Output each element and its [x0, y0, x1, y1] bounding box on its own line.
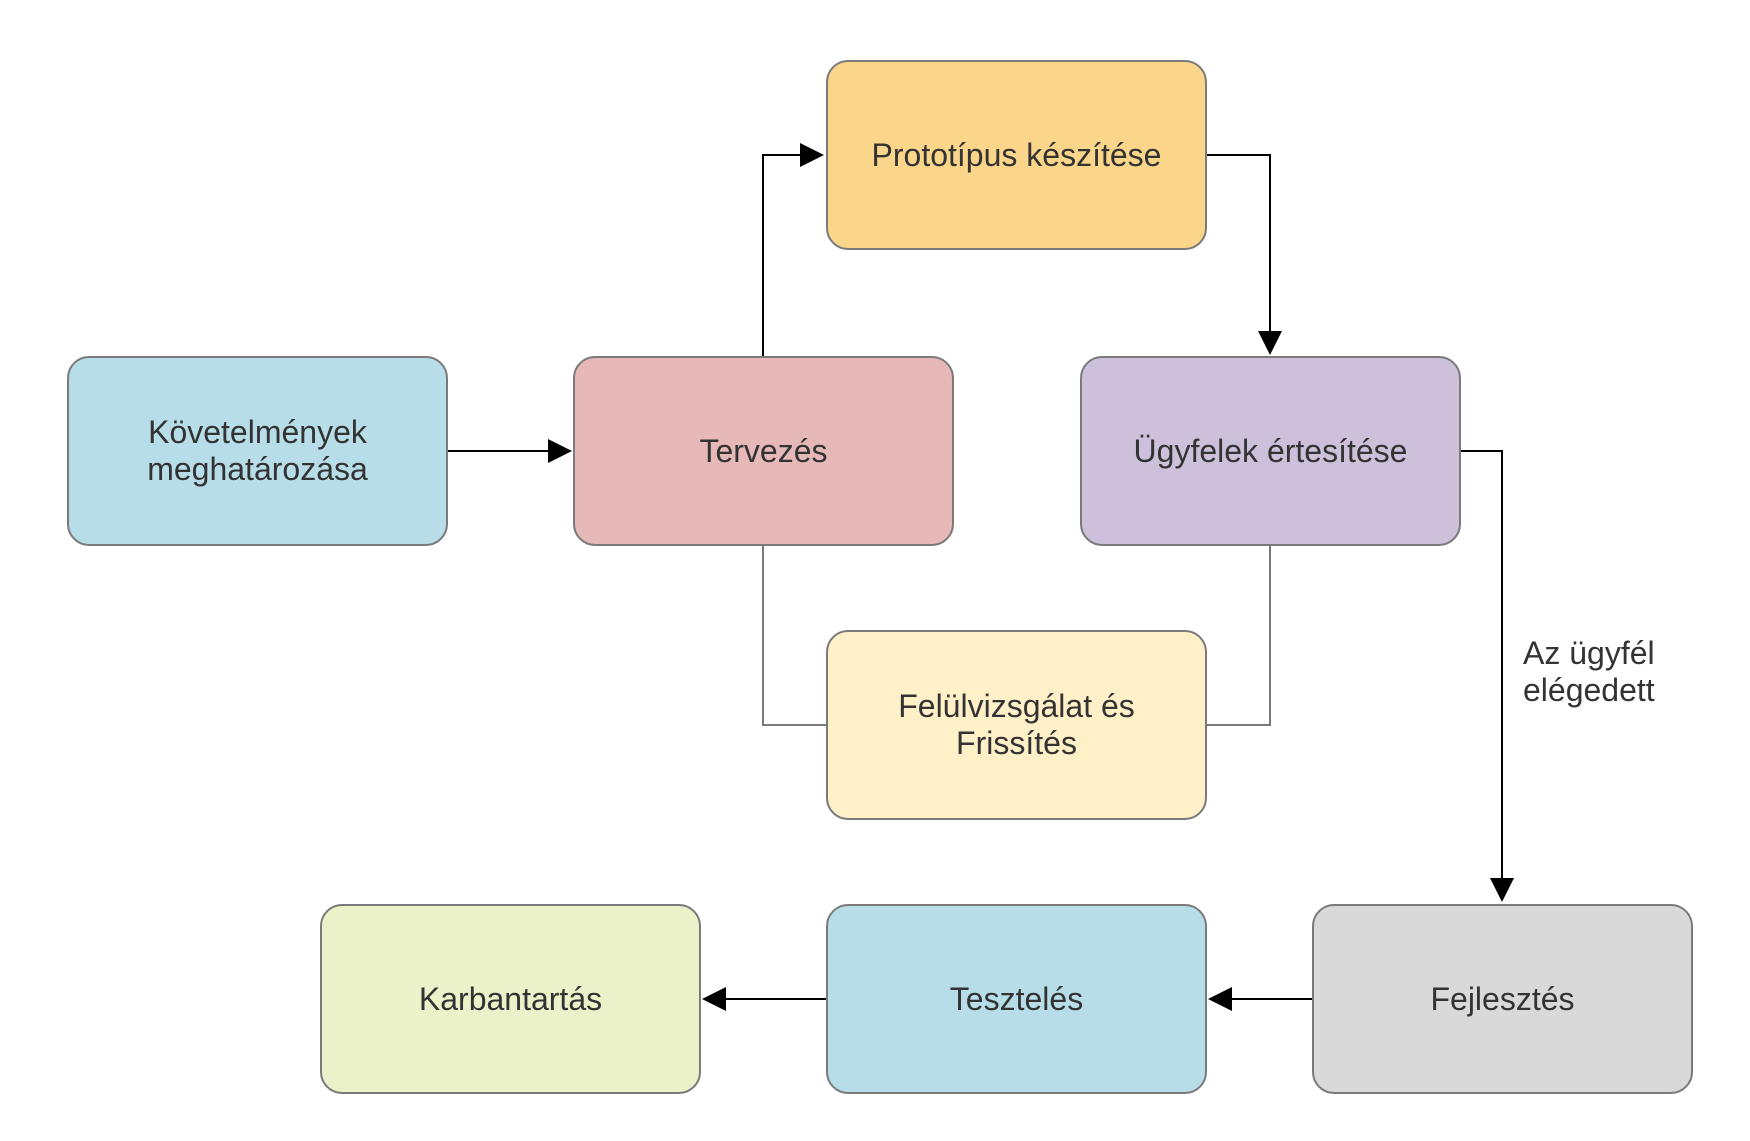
arrow-prototype-to-notify	[1206, 154, 1271, 353]
connector-notify-to-review	[1206, 546, 1271, 726]
node-testing-label: Tesztelés	[949, 980, 1084, 1017]
arrowhead-maintenance	[702, 987, 726, 1011]
node-maintenance-label: Karbantartás	[418, 980, 603, 1017]
node-requirements-label: Követelmények meghatározása	[147, 414, 368, 487]
node-testing: Tesztelés	[826, 904, 1207, 1094]
node-notify: Ügyfelek értesítése	[1080, 356, 1461, 546]
arrowhead-notify	[1258, 331, 1282, 355]
node-development: Fejlesztés	[1312, 904, 1693, 1094]
arrowhead-design	[548, 439, 572, 463]
edge-label-satisfied: Az ügyfél elégedett	[1523, 635, 1655, 708]
node-prototype-label: Prototípus készítése	[871, 136, 1162, 173]
arrow-design-to-prototype	[762, 154, 822, 356]
arrowhead-prototype	[800, 143, 824, 167]
node-design-label: Tervezés	[699, 432, 828, 469]
node-maintenance: Karbantartás	[320, 904, 701, 1094]
node-notify-label: Ügyfelek értesítése	[1133, 432, 1408, 469]
node-requirements: Követelmények meghatározása	[67, 356, 448, 546]
node-design: Tervezés	[573, 356, 954, 546]
node-development-label: Fejlesztés	[1430, 980, 1575, 1017]
node-review: Felülvizsgálat és Frissítés	[826, 630, 1207, 820]
arrow-notify-to-development	[1460, 450, 1503, 900]
connector-review-to-design	[762, 546, 828, 726]
node-prototype: Prototípus készítése	[826, 60, 1207, 250]
arrowhead-development	[1490, 878, 1514, 902]
node-review-label: Felülvizsgálat és Frissítés	[898, 688, 1135, 761]
arrowhead-testing	[1208, 987, 1232, 1011]
